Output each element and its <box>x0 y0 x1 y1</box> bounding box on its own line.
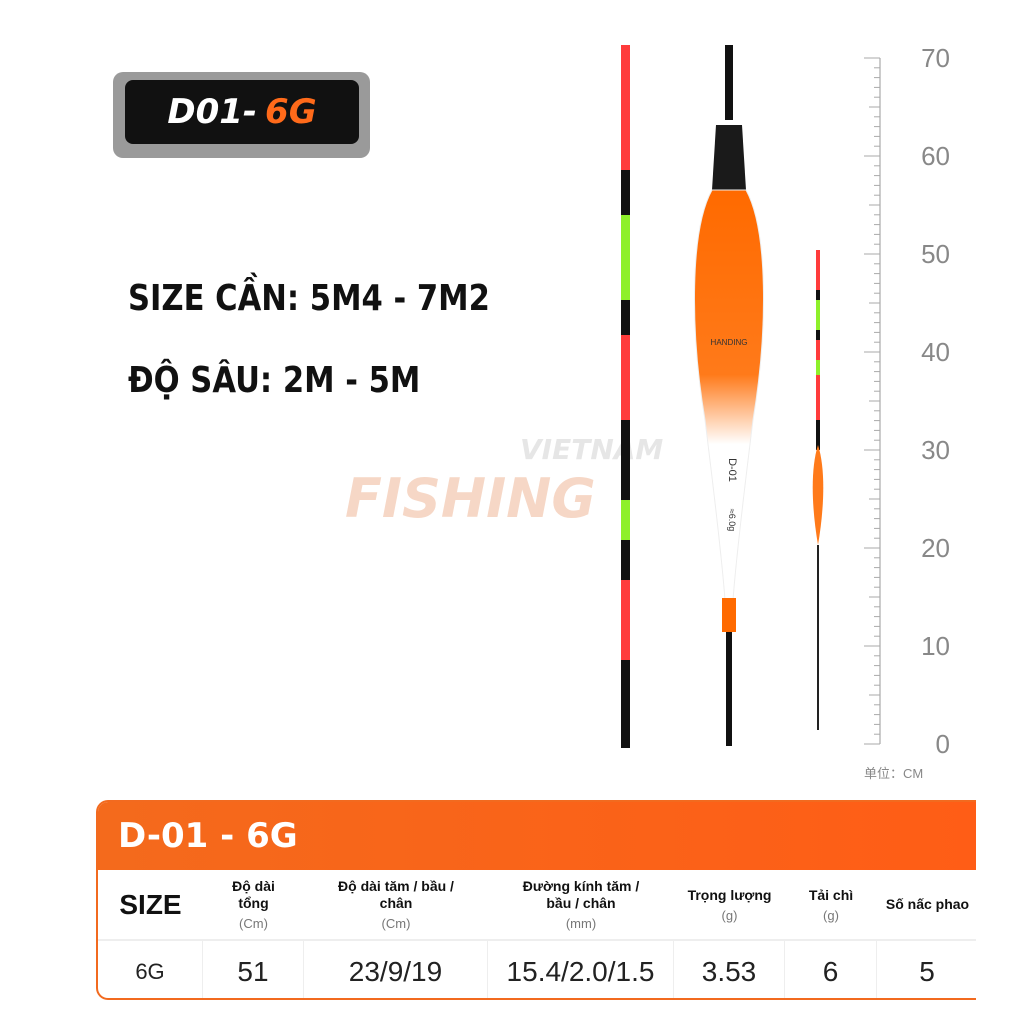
ruler-unit: 单位：CM <box>864 766 924 781</box>
small-float <box>812 250 824 730</box>
ruler-label: 60 <box>921 141 950 171</box>
ruler-label: 50 <box>921 239 950 269</box>
header-unit: (g) <box>721 907 738 923</box>
ruler-label: 70 <box>921 43 950 73</box>
header-unit: (g) <box>823 907 839 923</box>
ruler-label: 40 <box>921 337 950 367</box>
header-cell: SIZE <box>98 870 203 939</box>
small-stick-segment <box>816 420 820 450</box>
float-illustration: HANDING D-01 ≈6.0g <box>621 45 824 748</box>
header-label: SIZE <box>119 888 182 920</box>
float-brand: HANDING <box>711 338 748 347</box>
badge-model: D01- <box>167 92 258 132</box>
header-label: Tải chì <box>808 886 854 903</box>
ruler-label: 30 <box>921 435 950 465</box>
float-model: D-01 <box>726 458 738 482</box>
small-stick-segment <box>816 330 820 340</box>
stick-segment <box>621 580 630 660</box>
stick-segment <box>621 215 630 300</box>
header-label: Trọng lượng <box>687 886 772 903</box>
spec-table: D-01 - 6G SIZE Độ dài tổng (Cm) Độ dài tăm … <box>96 800 976 1000</box>
stick-segment <box>621 420 630 500</box>
stick-segment <box>621 540 630 580</box>
watermark-top: VIETNAM <box>520 433 664 466</box>
ruler: 70 60 50 40 30 20 10 0 单位：CM <box>860 40 980 800</box>
badge-weight: 6G <box>265 92 317 132</box>
float-cap <box>712 125 746 190</box>
stick-segment <box>621 170 630 215</box>
header-cell: Số nấc phao <box>877 870 976 939</box>
small-stick-segment <box>816 360 820 375</box>
header-cell: Độ dài tăm / bầu / chân (Cm) <box>304 870 488 939</box>
table-cell: 23/9/19 <box>304 941 488 998</box>
header-label: Đường kính tăm / bầu / chân <box>522 878 640 911</box>
small-stick-segment <box>816 250 820 290</box>
small-stick-segment <box>816 290 820 300</box>
stick-segment <box>621 500 630 540</box>
small-stick-segment <box>816 300 820 330</box>
header-cell: Độ dài tổng (Cm) <box>203 870 304 939</box>
stick-segment <box>621 45 630 170</box>
float-tip-stick <box>621 45 630 748</box>
header-unit: (Cm) <box>239 916 268 931</box>
stick-segment <box>621 660 630 748</box>
stick-segment <box>621 300 630 335</box>
header-unit: (mm) <box>565 916 597 931</box>
float-body <box>694 189 764 601</box>
table-cell: 51 <box>203 941 304 998</box>
small-stick-segment <box>816 375 820 420</box>
table-row: 6G 51 23/9/19 15.4/2.0/1.5 3.53 6 5 <box>98 939 976 998</box>
float-weight: ≈6.0g <box>727 509 737 531</box>
header-cell: Trọng lượng (g) <box>674 870 785 939</box>
header-cell: Đường kính tăm / bầu / chân (mm) <box>488 870 674 939</box>
stick-segment <box>621 335 630 420</box>
ruler-label: 20 <box>921 533 950 563</box>
header-unit: (Cm) <box>381 916 411 931</box>
depth-text: ĐỘ SÂU: 2M - 5M <box>128 360 421 401</box>
header-label: Độ dài tổng <box>232 878 275 911</box>
table-title: D-01 - 6G <box>98 802 976 870</box>
header-cell: Tải chì (g) <box>785 870 877 939</box>
header-label: Độ dài tăm / bầu / chân <box>338 878 454 911</box>
rod-size-text: SIZE CẦN: 5M4 - 7M2 <box>128 278 490 319</box>
table-header-row: SIZE Độ dài tổng (Cm) Độ dài tăm / bầu / ch… <box>98 870 976 939</box>
model-badge: D01- 6G <box>125 80 359 144</box>
table-cell: 6 <box>785 941 877 998</box>
table-cell: 3.53 <box>674 941 785 998</box>
small-stick-segment <box>816 340 820 360</box>
table-cell: 6G <box>98 941 203 998</box>
ruler-label: 10 <box>921 631 950 661</box>
table-cell: 5 <box>877 941 976 998</box>
ruler-label: 0 <box>936 729 950 759</box>
table-cell: 15.4/2.0/1.5 <box>488 941 674 998</box>
watermark-bottom: FISHING <box>345 467 596 530</box>
header-label: Số nấc phao <box>885 896 970 912</box>
